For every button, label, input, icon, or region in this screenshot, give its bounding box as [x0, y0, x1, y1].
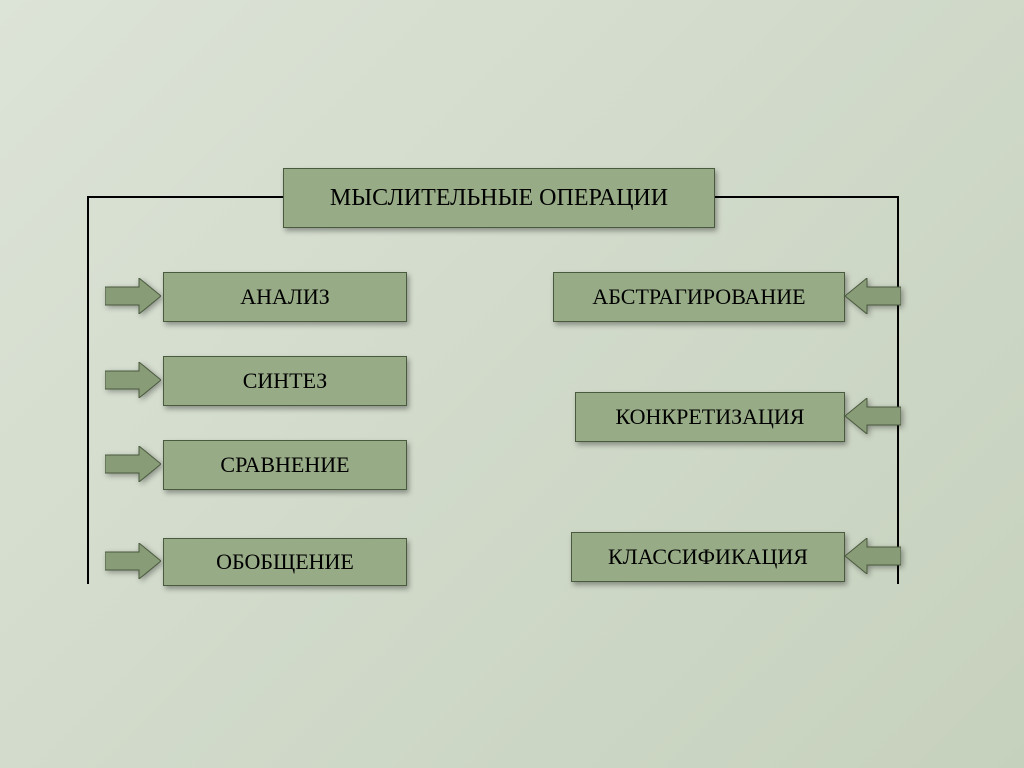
left-item-label: АНАЛИЗ	[240, 284, 330, 310]
root-box: МЫСЛИТЕЛЬНЫЕ ОПЕРАЦИИ	[283, 168, 715, 228]
right-item-label: КЛАССИФИКАЦИЯ	[608, 544, 808, 570]
arrow-left-icon	[845, 398, 901, 434]
arrow-right-icon	[105, 543, 161, 579]
left-item-label: СИНТЕЗ	[243, 368, 328, 394]
right-item-label: КОНКРЕТИЗАЦИЯ	[616, 404, 805, 430]
arrow-left-icon	[845, 278, 901, 314]
arrow-right-icon	[105, 278, 161, 314]
left-item-box: СИНТЕЗ	[163, 356, 407, 406]
connector-left-vertical	[87, 196, 89, 584]
connector-right-vertical	[897, 196, 899, 584]
left-item-box: ОБОБЩЕНИЕ	[163, 538, 407, 586]
left-item-label: ОБОБЩЕНИЕ	[216, 549, 354, 575]
left-item-box: СРАВНЕНИЕ	[163, 440, 407, 490]
left-item-label: СРАВНЕНИЕ	[220, 452, 349, 478]
arrow-right-icon	[105, 362, 161, 398]
connector-top-right	[713, 196, 899, 198]
root-box-label: МЫСЛИТЕЛЬНЫЕ ОПЕРАЦИИ	[330, 185, 668, 212]
connector-top-left	[87, 196, 283, 198]
arrow-right-icon	[105, 446, 161, 482]
right-item-box: КЛАССИФИКАЦИЯ	[571, 532, 845, 582]
slide-canvas: МЫСЛИТЕЛЬНЫЕ ОПЕРАЦИИ АНАЛИЗ СИНТЕЗ СРАВ…	[0, 0, 1024, 768]
right-item-box: АБСТРАГИРОВАНИЕ	[553, 272, 845, 322]
right-item-box: КОНКРЕТИЗАЦИЯ	[575, 392, 845, 442]
arrow-left-icon	[845, 538, 901, 574]
right-item-label: АБСТРАГИРОВАНИЕ	[592, 284, 805, 310]
left-item-box: АНАЛИЗ	[163, 272, 407, 322]
